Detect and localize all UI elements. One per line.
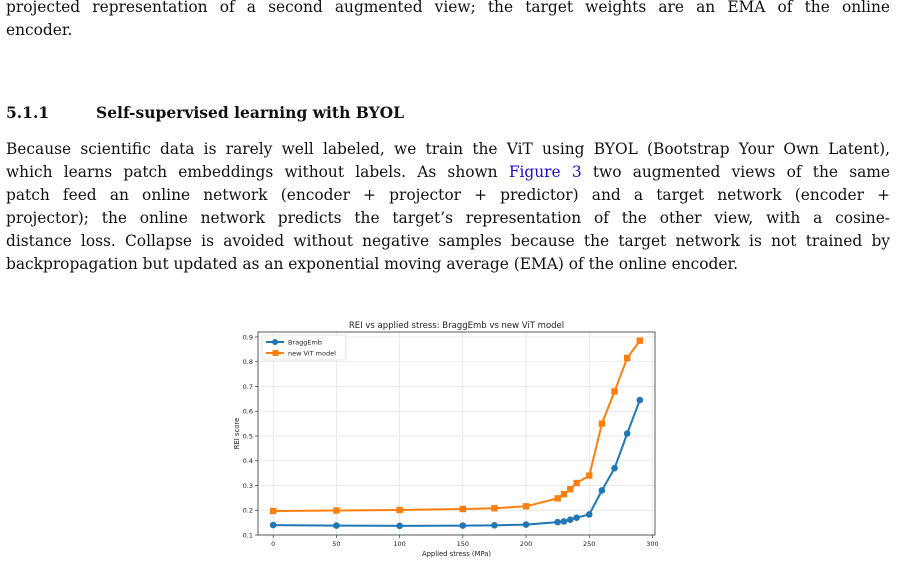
body-line: backpropagation but updated as an expone… xyxy=(6,255,739,273)
data-point-square xyxy=(522,503,530,510)
data-point-circle xyxy=(585,511,593,518)
body-line: projector); the online network predicts … xyxy=(6,209,890,227)
data-point-circle xyxy=(333,522,340,529)
data-point-square xyxy=(396,506,403,514)
y-tick-label: 0.9 xyxy=(243,333,253,341)
data-point-circle xyxy=(611,464,618,472)
body-line: distance loss. Collapse is avoided witho… xyxy=(6,232,890,250)
data-point-circle xyxy=(598,487,606,494)
data-point-square xyxy=(567,486,574,493)
section-number: 5.1.1 xyxy=(6,103,50,122)
legend-label: BraggEmb xyxy=(288,338,322,346)
data-point-circle xyxy=(636,396,644,404)
body-line: Because scientific data is rarely well l… xyxy=(6,140,890,158)
rei-stress-chart: REI vs applied stress: BraggEmb vs new V… xyxy=(233,321,659,558)
body-text: two augmented views of the same xyxy=(581,163,890,181)
x-tick-label: 200 xyxy=(520,540,532,548)
y-tick-label: 0.6 xyxy=(243,408,253,416)
plot-frame xyxy=(257,331,656,536)
data-point-square xyxy=(269,507,277,515)
figure-link[interactable]: Figure 3 xyxy=(508,163,582,181)
data-point-square xyxy=(623,354,631,362)
y-tick-label: 0.4 xyxy=(243,457,253,465)
y-tick-label: 0.8 xyxy=(243,358,253,366)
data-point-square xyxy=(611,388,618,395)
x-tick-label: 50 xyxy=(332,540,340,548)
y-tick-label: 0.2 xyxy=(243,507,253,515)
data-point-circle xyxy=(554,518,561,526)
data-point-square xyxy=(333,507,340,514)
section-title: Self-supervised learning with BYOL xyxy=(96,103,405,122)
data-point-square xyxy=(491,505,498,512)
data-point-square xyxy=(636,337,644,344)
x-tick-label: 300 xyxy=(646,540,658,548)
data-point-square xyxy=(554,495,561,502)
x-tick-label: 100 xyxy=(393,540,405,548)
body-paragraph: Because scientific data is rarely well l… xyxy=(6,138,890,276)
data-point-circle xyxy=(573,514,580,521)
legend-marker xyxy=(272,339,278,345)
body-line: patch feed an online network (encoder + … xyxy=(6,186,890,204)
x-tick-label: 0 xyxy=(271,540,275,548)
y-axis-label: REI score xyxy=(233,418,241,449)
section-heading: 5.1.1 Self-supervised learning with BYOL xyxy=(6,103,404,122)
data-point-square xyxy=(459,505,467,513)
data-point-circle xyxy=(459,522,467,529)
body-line: which learns patch embeddings without la… xyxy=(6,161,890,184)
y-tick-label: 0.7 xyxy=(243,383,253,391)
data-point-circle xyxy=(396,522,403,530)
y-tick-label: 0.1 xyxy=(243,531,253,539)
data-point-square xyxy=(598,420,606,427)
data-point-square xyxy=(586,472,593,479)
data-point-circle xyxy=(560,518,568,525)
y-tick-label: 0.5 xyxy=(243,432,253,440)
data-point-circle xyxy=(491,522,498,529)
data-point-circle xyxy=(566,516,574,523)
data-point-circle xyxy=(269,521,277,529)
legend-marker xyxy=(272,350,279,356)
intro-line: encoder. xyxy=(6,21,73,39)
body-text: which learns patch embeddings without la… xyxy=(6,163,509,181)
data-point-circle xyxy=(522,521,530,528)
intro-paragraph: projected representation of a second aug… xyxy=(6,0,890,42)
legend-label: new ViT model xyxy=(288,349,336,357)
y-tick-label: 0.3 xyxy=(243,482,253,490)
chart-title: REI vs applied stress: BraggEmb vs new V… xyxy=(349,321,564,331)
x-tick-label: 250 xyxy=(583,540,595,548)
intro-line: projected representation of a second aug… xyxy=(6,0,890,16)
data-point-square xyxy=(560,490,568,498)
data-point-circle xyxy=(623,430,631,437)
series-line xyxy=(273,399,641,527)
data-point-square xyxy=(573,479,580,487)
x-tick-label: 150 xyxy=(457,540,469,548)
x-axis-label: Applied stress (MPa) xyxy=(422,550,491,558)
